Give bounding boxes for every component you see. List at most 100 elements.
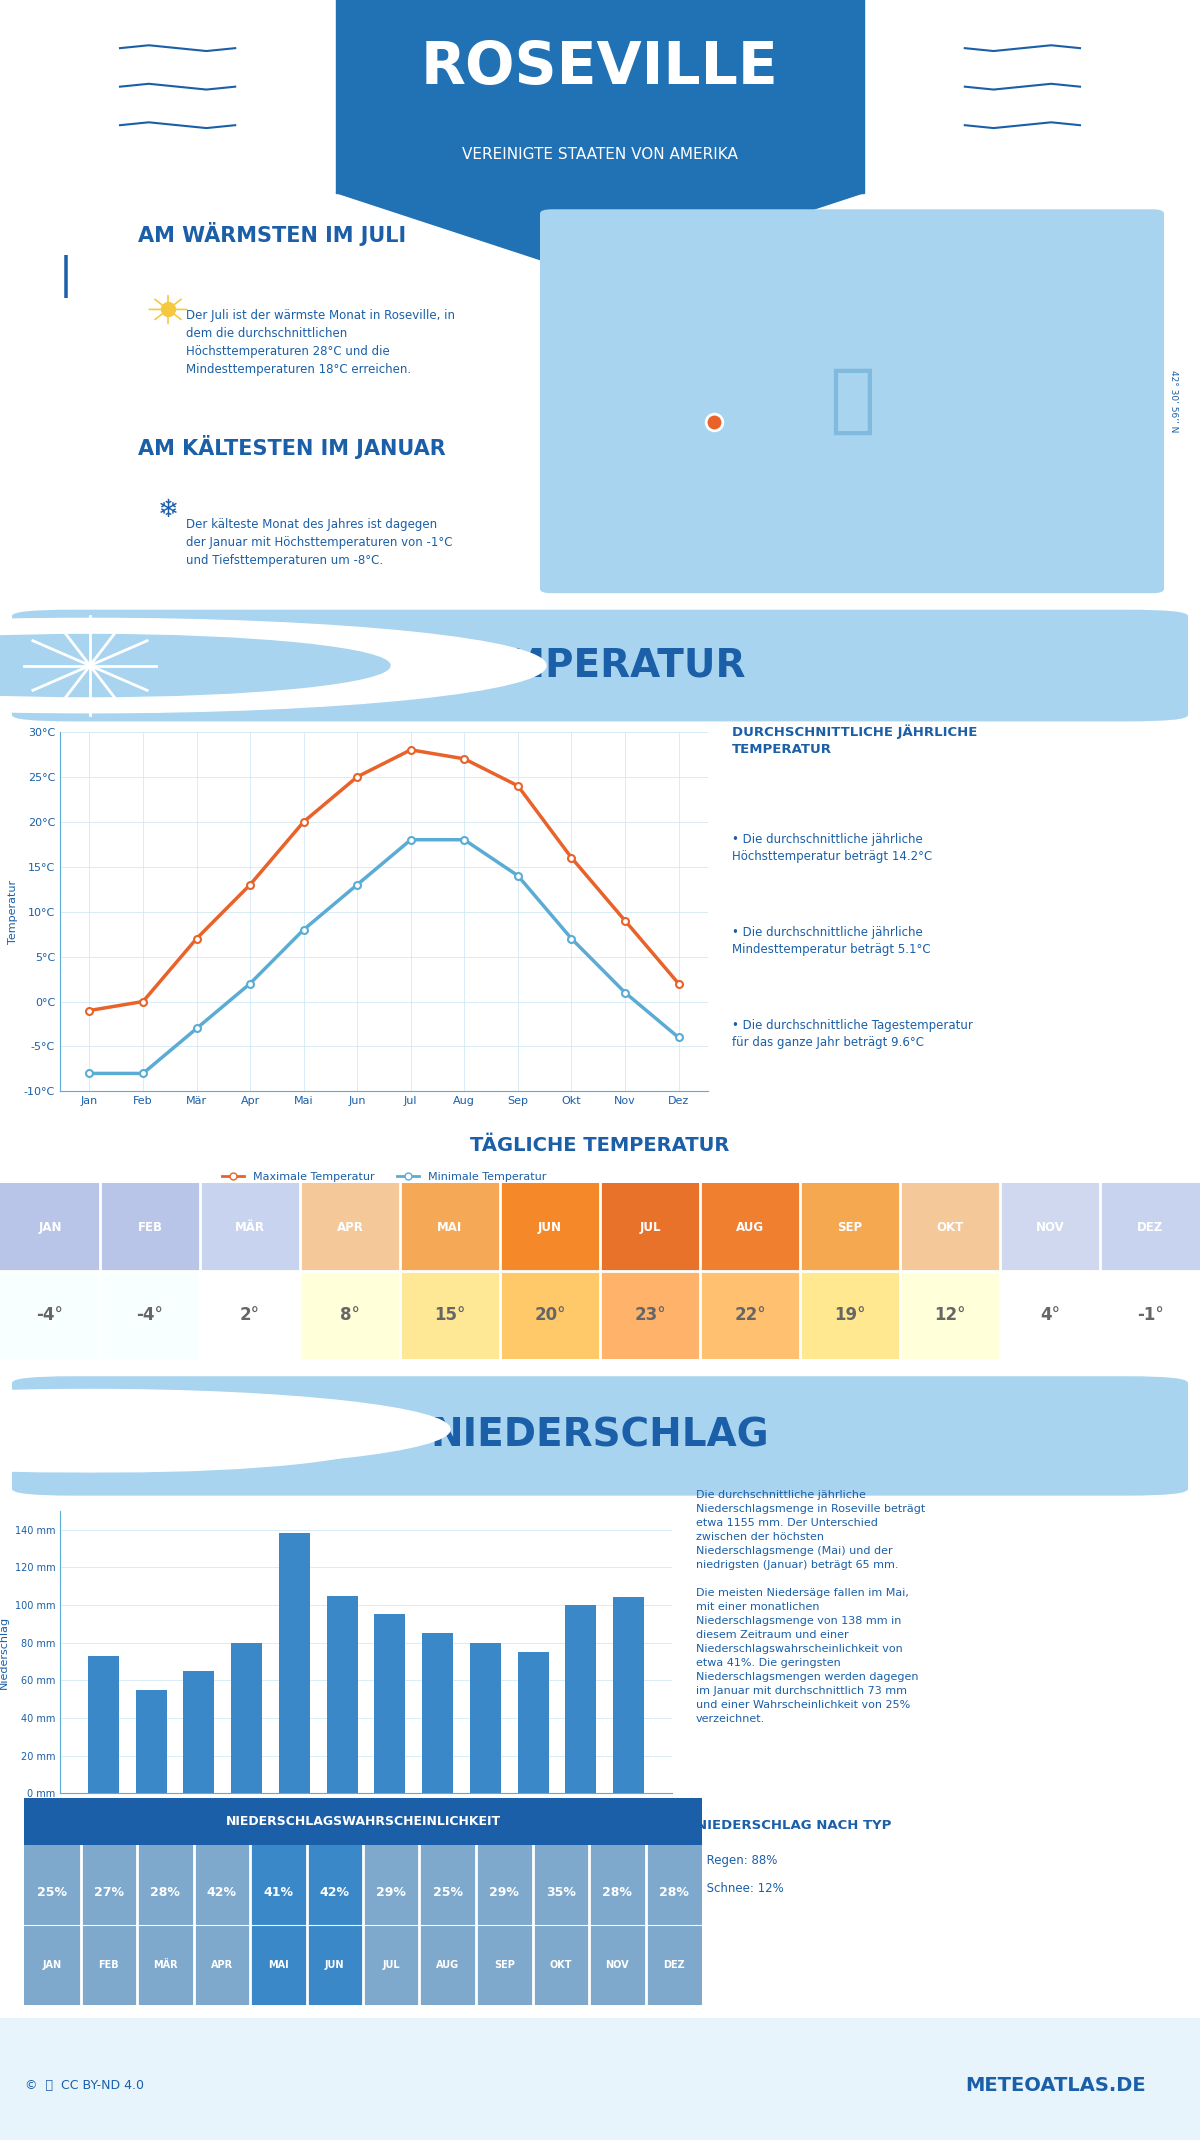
Text: OKT: OKT bbox=[936, 1220, 964, 1235]
Bar bbox=[184, 1671, 215, 1793]
Bar bbox=[700, 1271, 800, 1359]
Text: |: | bbox=[59, 255, 73, 297]
Y-axis label: Niederschlag: Niederschlag bbox=[0, 1616, 8, 1688]
FancyBboxPatch shape bbox=[540, 210, 1164, 593]
Text: Der Juli ist der wärmste Monat in Roseville, in
dem die durchschnittlichen
Höchs: Der Juli ist der wärmste Monat in Rosevi… bbox=[186, 310, 455, 377]
Bar bbox=[200, 1183, 300, 1271]
Bar bbox=[88, 1656, 119, 1793]
Text: METEOATLAS.DE: METEOATLAS.DE bbox=[966, 2076, 1146, 2095]
Text: 28%: 28% bbox=[150, 1885, 180, 1900]
Circle shape bbox=[0, 618, 546, 713]
Text: • Schnee: 12%: • Schnee: 12% bbox=[696, 1881, 784, 1896]
Bar bbox=[476, 1845, 533, 2005]
Bar bbox=[600, 1183, 700, 1271]
Text: AUG: AUG bbox=[736, 1220, 764, 1235]
Text: • Die durchschnittliche jährliche
Höchsttemperatur beträgt 14.2°C: • Die durchschnittliche jährliche Höchst… bbox=[732, 832, 932, 862]
Text: MAI: MAI bbox=[437, 1220, 463, 1235]
Bar bbox=[700, 1183, 800, 1271]
Bar bbox=[400, 1271, 500, 1359]
Text: 15°: 15° bbox=[434, 1305, 466, 1325]
Text: -4°: -4° bbox=[36, 1305, 64, 1325]
Text: • Die durchschnittliche jährliche
Mindesttemperatur beträgt 5.1°C: • Die durchschnittliche jährliche Mindes… bbox=[732, 927, 931, 957]
Bar bbox=[589, 1845, 646, 2005]
Text: 42%: 42% bbox=[319, 1885, 349, 1900]
Bar bbox=[500, 1271, 600, 1359]
Text: NOV: NOV bbox=[606, 1960, 629, 1971]
Text: SEP: SEP bbox=[838, 1220, 863, 1235]
Text: NIEDERSCHLAG: NIEDERSCHLAG bbox=[431, 1417, 769, 1455]
Text: 25%: 25% bbox=[37, 1885, 67, 1900]
Text: -1°: -1° bbox=[1136, 1305, 1163, 1325]
Bar bbox=[306, 1845, 364, 2005]
FancyBboxPatch shape bbox=[12, 1376, 1188, 1496]
Text: 28%: 28% bbox=[602, 1885, 632, 1900]
Text: TEMPERATUR: TEMPERATUR bbox=[454, 646, 746, 685]
Text: DEZ: DEZ bbox=[662, 1960, 685, 1971]
Text: AUG: AUG bbox=[436, 1960, 460, 1971]
Text: JUN: JUN bbox=[325, 1960, 344, 1971]
Text: 🗺: 🗺 bbox=[829, 364, 875, 439]
Bar bbox=[900, 1271, 1000, 1359]
Bar bbox=[1000, 1183, 1100, 1271]
Text: TÄGLICHE TEMPERATUR: TÄGLICHE TEMPERATUR bbox=[470, 1136, 730, 1156]
Bar bbox=[232, 1644, 262, 1793]
Bar bbox=[533, 1845, 589, 2005]
Y-axis label: Temperatur: Temperatur bbox=[8, 880, 18, 944]
Bar bbox=[600, 1271, 700, 1359]
Text: OKT: OKT bbox=[550, 1960, 572, 1971]
Text: 8°: 8° bbox=[340, 1305, 360, 1325]
Text: 23°: 23° bbox=[634, 1305, 666, 1325]
Text: DURCHSCHNITTLICHE JÄHRLICHE
TEMPERATUR: DURCHSCHNITTLICHE JÄHRLICHE TEMPERATUR bbox=[732, 725, 977, 755]
Bar bbox=[326, 1596, 358, 1793]
Text: MÄR: MÄR bbox=[235, 1220, 265, 1235]
Text: NIEDERSCHLAGSWAHRSCHEINLICHKEIT: NIEDERSCHLAGSWAHRSCHEINLICHKEIT bbox=[226, 1815, 500, 1828]
Text: AM WÄRMSTEN IM JULI: AM WÄRMSTEN IM JULI bbox=[138, 223, 406, 246]
Legend: Maximale Temperatur, Minimale Temperatur: Maximale Temperatur, Minimale Temperatur bbox=[217, 1168, 551, 1186]
Bar bbox=[137, 1845, 193, 2005]
Bar bbox=[500, 1183, 600, 1271]
Bar bbox=[250, 1845, 306, 2005]
Polygon shape bbox=[336, 193, 864, 278]
Text: SEP: SEP bbox=[494, 1960, 515, 1971]
Text: 20°: 20° bbox=[534, 1305, 565, 1325]
Bar bbox=[900, 1183, 1000, 1271]
Bar bbox=[193, 1845, 250, 2005]
Bar bbox=[0, 1183, 100, 1271]
Text: Der kälteste Monat des Jahres ist dagegen
der Januar mit Höchsttemperaturen von : Der kälteste Monat des Jahres ist dagege… bbox=[186, 518, 452, 567]
Bar bbox=[0, 1271, 100, 1359]
Bar bbox=[420, 1845, 476, 2005]
Bar bbox=[300, 1271, 400, 1359]
Text: 25%: 25% bbox=[433, 1885, 463, 1900]
Text: JUN: JUN bbox=[538, 1220, 562, 1235]
Bar bbox=[1100, 1183, 1200, 1271]
Text: 12°: 12° bbox=[935, 1305, 966, 1325]
Bar bbox=[422, 1633, 454, 1793]
Text: 42%: 42% bbox=[206, 1885, 236, 1900]
Bar bbox=[136, 1691, 167, 1793]
Text: FEB: FEB bbox=[138, 1220, 162, 1235]
Text: ❄: ❄ bbox=[157, 499, 179, 522]
Legend: Niederschlagssumme: Niederschlagssumme bbox=[286, 1853, 446, 1872]
Bar bbox=[517, 1652, 548, 1793]
Text: 29%: 29% bbox=[377, 1885, 406, 1900]
Bar bbox=[300, 1183, 400, 1271]
Bar bbox=[278, 1534, 310, 1793]
Text: 41%: 41% bbox=[263, 1885, 293, 1900]
Text: ©  ⓘ  CC BY-ND 4.0: © ⓘ CC BY-ND 4.0 bbox=[24, 2078, 144, 2091]
Text: -4°: -4° bbox=[137, 1305, 163, 1325]
Bar bbox=[200, 1271, 300, 1359]
Text: VEREINIGTE STAATEN VON AMERIKA: VEREINIGTE STAATEN VON AMERIKA bbox=[462, 146, 738, 163]
Text: 28%: 28% bbox=[659, 1885, 689, 1900]
Bar bbox=[1100, 1271, 1200, 1359]
Bar bbox=[80, 1845, 137, 2005]
Text: NOV: NOV bbox=[1036, 1220, 1064, 1235]
Text: JUL: JUL bbox=[640, 1220, 661, 1235]
Text: JAN: JAN bbox=[43, 1960, 62, 1971]
Text: 35%: 35% bbox=[546, 1885, 576, 1900]
Circle shape bbox=[0, 1412, 378, 1472]
Text: Die durchschnittliche jährliche
Niederschlagsmenge in Roseville beträgt
etwa 115: Die durchschnittliche jährliche Niedersc… bbox=[696, 1489, 925, 1725]
Bar bbox=[336, 0, 864, 193]
Text: 42° 30’ 56’’ N: 42° 30’ 56’’ N bbox=[1169, 370, 1178, 432]
Bar bbox=[100, 1271, 200, 1359]
Text: DEZ: DEZ bbox=[1136, 1220, 1163, 1235]
